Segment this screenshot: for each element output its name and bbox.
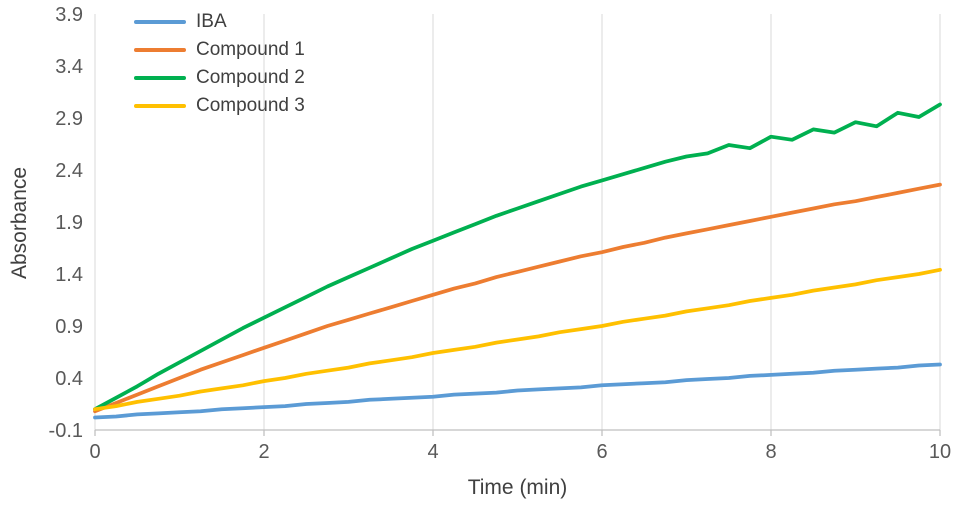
y-tick-label-1.4: 1.4 bbox=[55, 264, 83, 286]
y-tick-label-3.4: 3.4 bbox=[55, 56, 83, 78]
y-tick-label-3.9: 3.9 bbox=[55, 4, 83, 26]
y-tick-label-0.4: 0.4 bbox=[55, 368, 83, 390]
x-tick-label-10: 10 bbox=[929, 441, 951, 463]
legend-item-compound-1: Compound 1 bbox=[134, 36, 305, 64]
x-axis-title: Time (min) bbox=[467, 476, 568, 499]
y-tick-label-2.9: 2.9 bbox=[55, 108, 83, 130]
series-line-iba bbox=[93, 362, 942, 420]
y-tick-label-2.4: 2.4 bbox=[55, 160, 83, 182]
y-tick-label-0.9: 0.9 bbox=[55, 316, 83, 338]
legend-swatch-compound-1 bbox=[134, 48, 186, 52]
legend-item-compound-2: Compound 2 bbox=[134, 64, 305, 92]
series-line-compound-2 bbox=[93, 102, 942, 412]
legend-item-compound-3: Compound 3 bbox=[134, 92, 305, 120]
legend-label-iba: IBA bbox=[196, 11, 227, 32]
legend-swatch-compound-3 bbox=[134, 104, 186, 108]
y-tick-label-1.9: 1.9 bbox=[55, 212, 83, 234]
legend-swatch-compound-2 bbox=[134, 76, 186, 80]
legend-swatch-iba bbox=[134, 20, 186, 24]
legend-item-iba: IBA bbox=[134, 8, 305, 36]
y-tick-label--0.1: -0.1 bbox=[49, 420, 83, 442]
legend-label-compound-3: Compound 3 bbox=[196, 95, 305, 116]
x-tick-label-0: 0 bbox=[89, 441, 100, 463]
x-tick-label-8: 8 bbox=[765, 441, 776, 463]
x-tick-label-4: 4 bbox=[427, 441, 438, 463]
series-line-compound-3 bbox=[93, 267, 942, 412]
legend-label-compound-2: Compound 2 bbox=[196, 67, 305, 88]
y-axis-title: Absorbance bbox=[8, 166, 31, 279]
x-tick-label-2: 2 bbox=[258, 441, 269, 463]
x-tick-label-6: 6 bbox=[596, 441, 607, 463]
legend-label-compound-1: Compound 1 bbox=[196, 39, 305, 60]
legend: IBA Compound 1 Compound 2 Compound 3 bbox=[134, 8, 305, 120]
series-line-compound-1 bbox=[93, 182, 942, 414]
